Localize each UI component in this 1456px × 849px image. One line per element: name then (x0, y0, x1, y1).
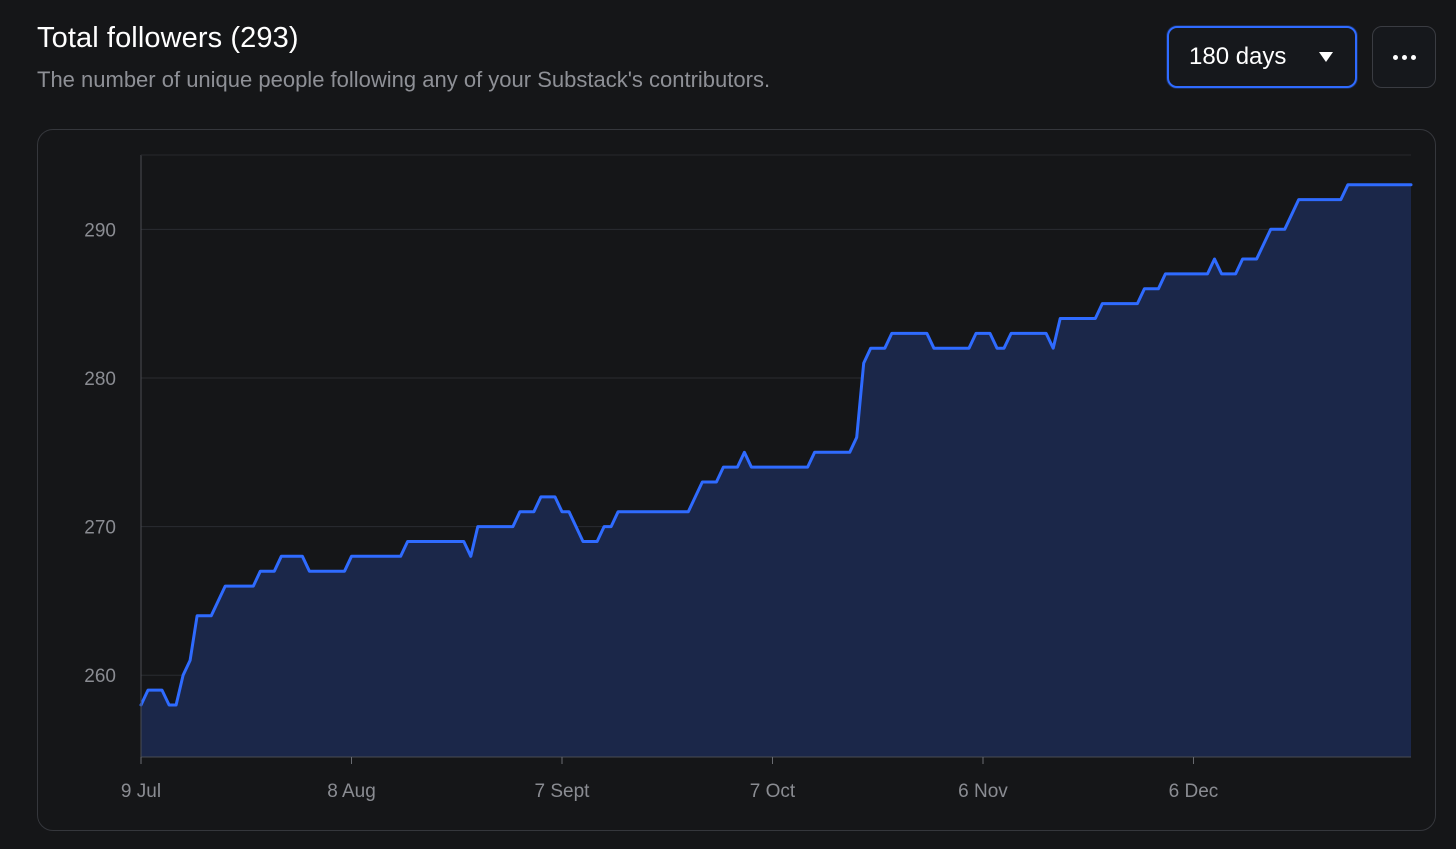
followers-chart: 260 270 280 290 9 Jul 8 Aug 7 Sept 7 Oct 6 Nov 6 … (84, 154, 1413, 802)
page-title: Total followers (293) (37, 22, 299, 54)
more-options-button[interactable] (1372, 26, 1436, 88)
x-tick-label-2: 7 Sept (535, 781, 591, 802)
more-horizontal-icon (1392, 54, 1416, 60)
y-tick-label-280: 280 (84, 369, 116, 390)
page-subtitle: The number of unique people following an… (37, 67, 771, 92)
date-range-label: 180 days (1189, 43, 1287, 70)
chevron-down-icon (1319, 52, 1333, 62)
y-tick-label-260: 260 (84, 666, 116, 687)
x-tick-label-1: 8 Aug (327, 781, 376, 802)
x-tick-label-5: 6 Dec (1169, 781, 1219, 802)
chart-card: 260 270 280 290 9 Jul 8 Aug 7 Sept 7 Oct 6 Nov 6 … (37, 129, 1436, 831)
x-tick-label-4: 6 Nov (958, 781, 1008, 802)
y-tick-label-270: 270 (84, 518, 116, 539)
y-tick-label-290: 290 (84, 220, 116, 241)
x-tick-label-0: 9 Jul (121, 781, 161, 802)
followers-area (141, 184, 1411, 757)
x-tick-label-3: 7 Oct (750, 781, 796, 802)
followers-line (139, 183, 1413, 707)
date-range-select[interactable]: 180 days (1167, 26, 1357, 88)
